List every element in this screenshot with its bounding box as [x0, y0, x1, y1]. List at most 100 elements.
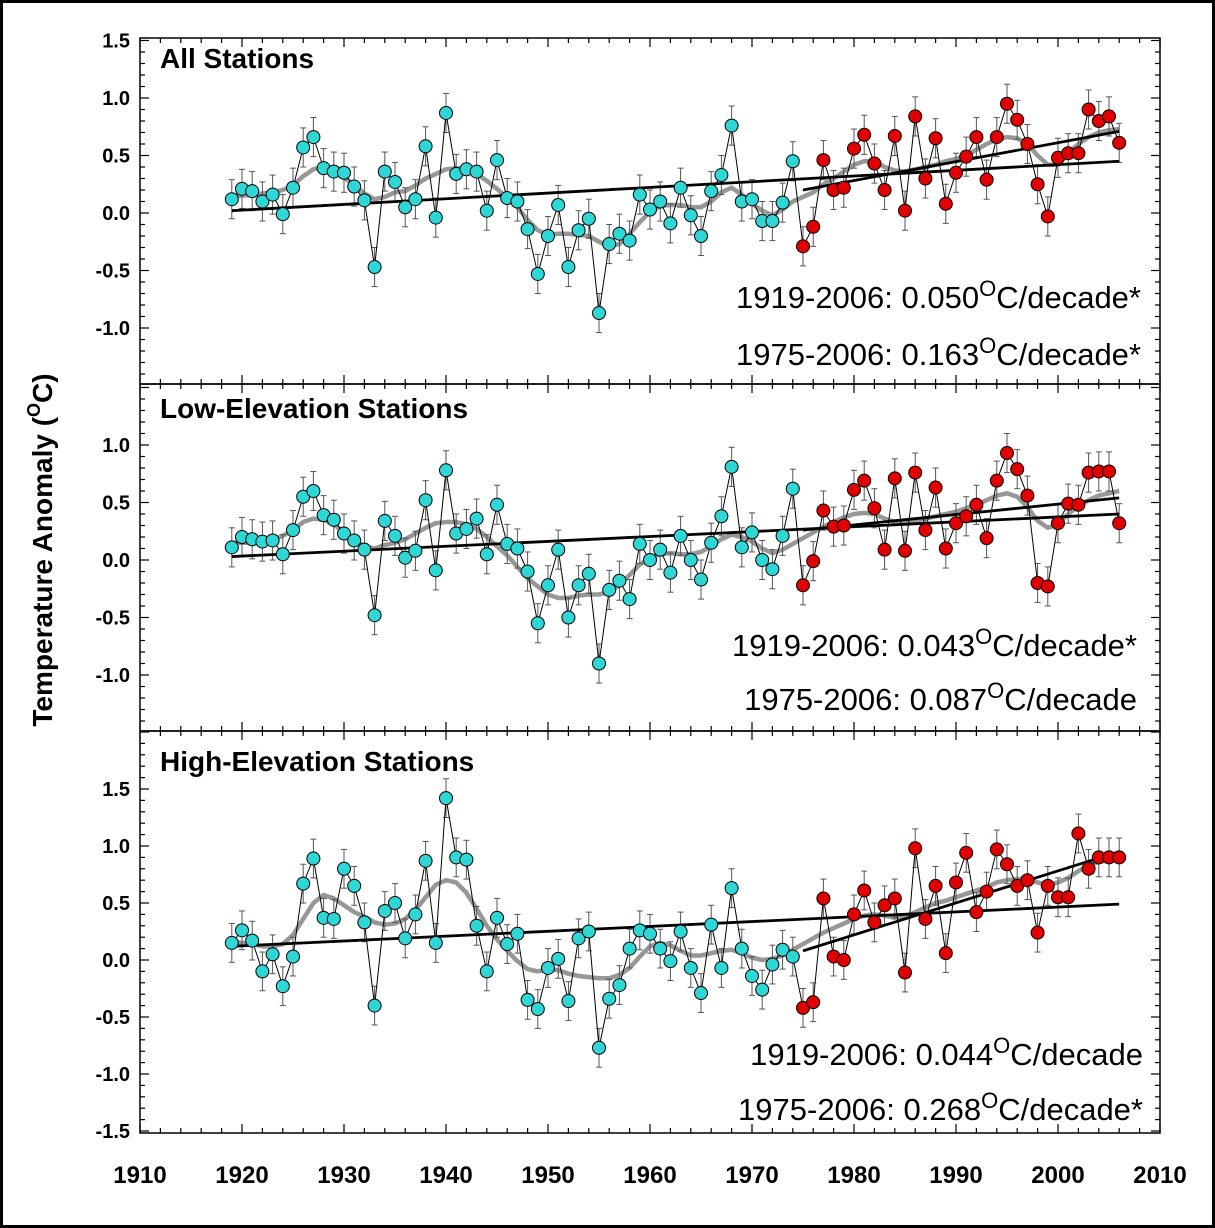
- data-point: [337, 526, 351, 541]
- data-point: [887, 128, 902, 143]
- data-point: [836, 180, 851, 195]
- data-point: [571, 223, 586, 238]
- data-point: [592, 1040, 606, 1055]
- data-point: [622, 233, 637, 248]
- data-point: [1040, 878, 1055, 893]
- data-point: [898, 965, 912, 980]
- data-point: [1030, 177, 1045, 192]
- data-point: [928, 480, 943, 495]
- data-point: [877, 183, 892, 197]
- data-point: [816, 503, 831, 518]
- data-point: [296, 140, 311, 155]
- data-point: [1071, 146, 1086, 161]
- data-point: [306, 851, 321, 866]
- data-point: [796, 578, 810, 593]
- data-point: [643, 202, 657, 217]
- data-point: [1000, 96, 1014, 111]
- data-point: [1081, 861, 1096, 876]
- data-point: [357, 193, 372, 208]
- trend-rate-unit: C/decade*: [998, 1092, 1143, 1127]
- data-point: [255, 964, 270, 979]
- data-point: [775, 195, 790, 210]
- data-point: [286, 949, 300, 964]
- data-point: [398, 200, 413, 215]
- data-point: [255, 194, 270, 209]
- trend-rate-unit: C/decade*: [996, 337, 1141, 372]
- y-tick-label: 0.5: [102, 146, 130, 168]
- data-point: [989, 473, 1004, 488]
- data-point: [1081, 102, 1096, 117]
- data-point: [785, 154, 800, 169]
- data-point: [765, 214, 780, 229]
- y-tick-label: -1.0: [96, 665, 130, 687]
- data-point: [785, 481, 800, 496]
- data-point: [286, 523, 300, 538]
- data-point: [847, 907, 861, 922]
- data-point: [510, 541, 525, 556]
- data-point: [949, 875, 963, 890]
- data-point: [959, 509, 974, 524]
- data-point: [979, 531, 994, 546]
- data-point: [347, 179, 362, 194]
- data-point: [367, 608, 382, 623]
- data-point: [551, 542, 566, 557]
- data-point: [979, 884, 994, 899]
- data-point: [734, 540, 749, 555]
- data-point: [806, 995, 821, 1010]
- y-tick-label: 0.5: [102, 893, 130, 915]
- data-point: [857, 473, 872, 488]
- data-point: [612, 978, 627, 993]
- data-point: [745, 968, 759, 983]
- data-point: [377, 164, 392, 179]
- data-point: [653, 542, 668, 557]
- data-point: [663, 216, 678, 231]
- data-point: [357, 542, 372, 557]
- data-point: [673, 180, 688, 195]
- y-axis-title-superscript: O: [24, 403, 44, 417]
- data-point: [1102, 109, 1116, 124]
- data-point: [969, 905, 984, 920]
- data-point: [439, 791, 453, 806]
- data-point: [694, 229, 708, 243]
- data-point: [520, 222, 535, 237]
- degree-superscript: O: [975, 624, 992, 649]
- data-point: [714, 509, 729, 524]
- y-tick-label: 1.5: [102, 31, 130, 53]
- degree-superscript: O: [979, 276, 996, 301]
- data-point: [388, 896, 402, 910]
- trend-rate-unit: C/decade*: [992, 628, 1137, 663]
- y-tick-label: -0.5: [96, 1007, 130, 1029]
- data-point: [265, 533, 280, 548]
- data-point: [347, 878, 362, 893]
- data-point: [785, 949, 800, 964]
- data-point: [541, 578, 555, 593]
- y-axis-title-text: Temperature Anomaly (: [27, 416, 58, 726]
- data-point: [541, 229, 555, 243]
- data-point: [581, 211, 596, 226]
- data-point: [836, 518, 851, 533]
- data-point: [326, 512, 341, 527]
- trend-rate-unit: C/decade: [1010, 1037, 1143, 1072]
- x-tick-label: 2000: [1031, 1162, 1084, 1189]
- data-point: [510, 926, 525, 941]
- data-point: [602, 991, 617, 1006]
- data-point: [979, 172, 994, 187]
- x-tick-label: 1940: [419, 1162, 472, 1189]
- data-point: [969, 497, 984, 512]
- data-point: [694, 986, 708, 1001]
- data-point: [704, 917, 719, 932]
- data-point: [490, 153, 504, 168]
- data-point: [1051, 516, 1065, 531]
- y-tick-label: -1.0: [96, 318, 130, 340]
- data-point: [918, 171, 933, 186]
- data-point: [949, 516, 963, 531]
- data-point: [418, 493, 433, 508]
- trend-rate-value: 1919-2006: 0.043: [732, 628, 975, 663]
- data-point: [306, 130, 321, 145]
- data-point: [398, 550, 413, 565]
- x-tick-label: 1960: [623, 1162, 676, 1189]
- data-point: [571, 931, 586, 946]
- data-point: [867, 915, 882, 930]
- data-point: [1040, 209, 1055, 224]
